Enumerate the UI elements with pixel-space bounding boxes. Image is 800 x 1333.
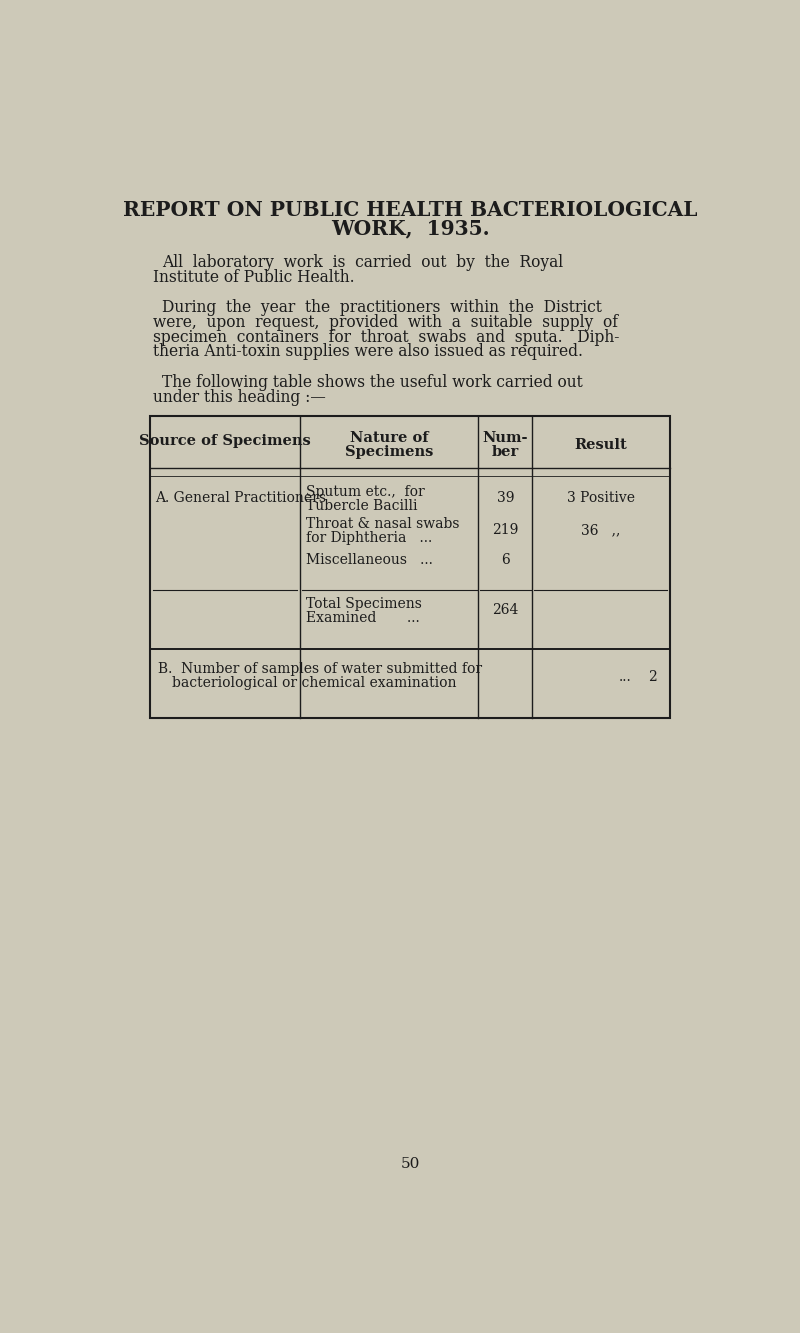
Text: The following table shows the useful work carried out: The following table shows the useful wor… <box>162 375 582 391</box>
Text: 6: 6 <box>501 553 510 567</box>
Text: Source of Specimens: Source of Specimens <box>139 435 310 448</box>
Text: specimen  containers  for  throat  swabs  and  sputa.   Diph-: specimen containers for throat swabs and… <box>153 329 619 345</box>
Text: 219: 219 <box>492 524 518 537</box>
Text: 264: 264 <box>492 604 518 617</box>
Text: Result: Result <box>574 439 627 452</box>
Text: Institute of Public Health.: Institute of Public Health. <box>153 268 354 285</box>
Text: 39: 39 <box>497 491 514 505</box>
Text: for Diphtheria   ...: for Diphtheria ... <box>306 531 432 545</box>
Text: All  laboratory  work  is  carried  out  by  the  Royal: All laboratory work is carried out by th… <box>162 253 563 271</box>
Text: were,  upon  request,  provided  with  a  suitable  supply  of: were, upon request, provided with a suit… <box>153 315 618 331</box>
Text: Num-: Num- <box>482 431 528 445</box>
Text: bacteriological or chemical examination: bacteriological or chemical examination <box>172 676 457 690</box>
Text: ...: ... <box>619 670 632 684</box>
Text: Throat & nasal swabs: Throat & nasal swabs <box>306 517 460 532</box>
Text: REPORT ON PUBLIC HEALTH BACTERIOLOGICAL: REPORT ON PUBLIC HEALTH BACTERIOLOGICAL <box>122 200 698 220</box>
Text: 2: 2 <box>648 670 657 684</box>
Text: under this heading :—: under this heading :— <box>153 389 326 405</box>
Text: A. General Practitioners: A. General Practitioners <box>155 491 326 505</box>
Text: theria Anti-toxin supplies were also issued as required.: theria Anti-toxin supplies were also iss… <box>153 343 582 360</box>
Text: B.  Number of samples of water submitted for: B. Number of samples of water submitted … <box>158 663 482 676</box>
Text: Examined       ...: Examined ... <box>306 611 420 625</box>
Text: 3 Positive: 3 Positive <box>566 491 634 505</box>
Text: 50: 50 <box>400 1157 420 1172</box>
Text: Specimens: Specimens <box>345 445 434 459</box>
Text: 36   ,,: 36 ,, <box>581 524 620 537</box>
Bar <box>150 416 670 718</box>
Text: Miscellaneous   ...: Miscellaneous ... <box>306 553 433 567</box>
Text: ber: ber <box>492 445 519 459</box>
Text: Sputum etc.,  for: Sputum etc., for <box>306 485 425 499</box>
Text: WORK,  1935.: WORK, 1935. <box>330 219 490 239</box>
Text: Total Specimens: Total Specimens <box>306 597 422 612</box>
Text: Nature of: Nature of <box>350 431 428 445</box>
Text: During  the  year  the  practitioners  within  the  District: During the year the practitioners within… <box>162 300 602 316</box>
Text: Tubercle Bacilli: Tubercle Bacilli <box>306 499 418 513</box>
